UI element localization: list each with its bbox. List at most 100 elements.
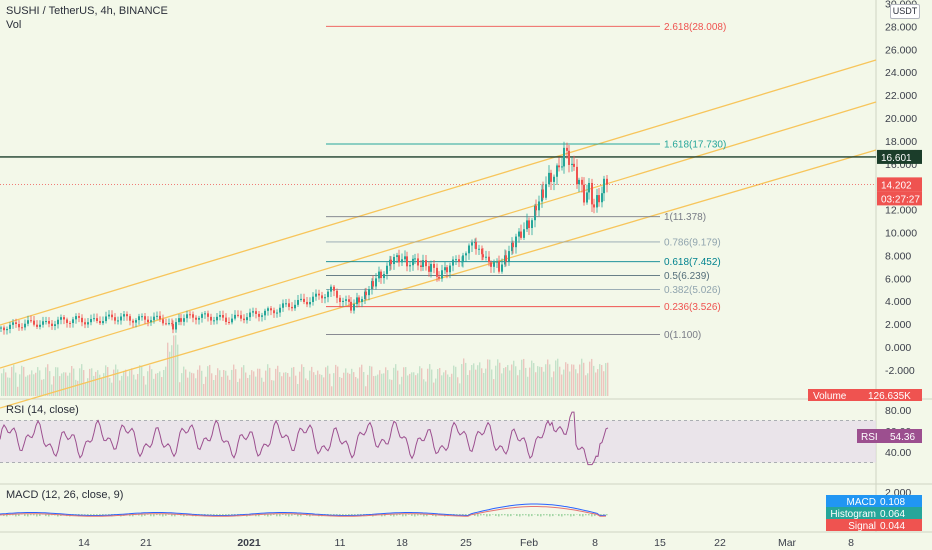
candle-body[interactable]	[441, 270, 443, 279]
candle-body[interactable]	[553, 176, 555, 182]
candle-body[interactable]	[306, 301, 308, 305]
candle-body[interactable]	[461, 261, 463, 263]
candle-body[interactable]	[444, 267, 446, 271]
candle-body[interactable]	[294, 304, 296, 309]
candle-body[interactable]	[78, 316, 80, 318]
candle-body[interactable]	[180, 318, 182, 322]
candle-body[interactable]	[228, 322, 230, 324]
candle-body[interactable]	[318, 293, 320, 296]
candle-body[interactable]	[246, 317, 248, 321]
candle-body[interactable]	[216, 316, 218, 321]
candle-body[interactable]	[201, 314, 203, 318]
candle-body[interactable]	[548, 172, 550, 185]
candle-body[interactable]	[63, 317, 65, 320]
candle-body[interactable]	[186, 314, 188, 319]
candle-body[interactable]	[568, 150, 570, 165]
candle-body[interactable]	[48, 321, 50, 324]
candle-body[interactable]	[488, 256, 490, 263]
candle-body[interactable]	[409, 265, 411, 267]
candle-body[interactable]	[249, 312, 251, 318]
candle-body[interactable]	[452, 259, 454, 266]
candle-body[interactable]	[508, 251, 510, 262]
candle-body[interactable]	[54, 324, 56, 327]
candle-body[interactable]	[312, 296, 314, 303]
candle-body[interactable]	[45, 321, 47, 323]
currency-button[interactable]: USDT	[890, 4, 920, 19]
candle-body[interactable]	[213, 320, 215, 322]
candle-body[interactable]	[90, 318, 92, 323]
candle-body[interactable]	[27, 320, 29, 324]
candle-body[interactable]	[378, 271, 380, 279]
candle-body[interactable]	[276, 312, 278, 314]
candle-body[interactable]	[433, 263, 435, 268]
candle-body[interactable]	[66, 319, 68, 323]
candle-body[interactable]	[561, 166, 563, 168]
candle-body[interactable]	[455, 259, 457, 261]
candle-body[interactable]	[333, 286, 335, 291]
candle-body[interactable]	[449, 265, 451, 273]
candle-body[interactable]	[33, 320, 35, 325]
candle-body[interactable]	[591, 182, 593, 205]
candle-body[interactable]	[291, 306, 293, 309]
candle-body[interactable]	[162, 319, 164, 324]
candle-body[interactable]	[132, 320, 134, 323]
candle-body[interactable]	[550, 172, 552, 182]
candle-body[interactable]	[303, 298, 305, 302]
candle-body[interactable]	[321, 295, 323, 299]
candle-body[interactable]	[386, 265, 388, 274]
candle-body[interactable]	[606, 178, 608, 185]
main-pane[interactable]	[0, 0, 876, 398]
candle-body[interactable]	[534, 205, 536, 221]
candle-body[interactable]	[18, 324, 20, 328]
candle-body[interactable]	[535, 205, 537, 211]
candle-body[interactable]	[505, 255, 507, 262]
candle-body[interactable]	[153, 316, 155, 321]
candle-body[interactable]	[138, 316, 140, 321]
candle-body[interactable]	[436, 267, 438, 277]
rsi-line[interactable]	[0, 411, 609, 466]
candle-body[interactable]	[430, 263, 432, 272]
candle-body[interactable]	[51, 323, 53, 327]
candle-body[interactable]	[255, 311, 257, 314]
candle-body[interactable]	[380, 271, 382, 279]
candle-body[interactable]	[523, 229, 525, 238]
candle-body[interactable]	[234, 314, 236, 319]
candle-body[interactable]	[99, 321, 101, 324]
candle-body[interactable]	[556, 165, 558, 177]
channel-lower-line[interactable]	[0, 149, 877, 409]
candle-body[interactable]	[520, 231, 522, 238]
candle-body[interactable]	[364, 291, 366, 300]
candle-body[interactable]	[93, 318, 95, 320]
price-axis[interactable]	[876, 0, 932, 550]
candle-body[interactable]	[24, 323, 26, 328]
candle-body[interactable]	[42, 321, 44, 325]
candle-body[interactable]	[126, 314, 128, 317]
candle-body[interactable]	[603, 178, 605, 194]
candle-body[interactable]	[69, 322, 71, 324]
candle-body[interactable]	[336, 290, 338, 298]
candle-body[interactable]	[356, 297, 358, 305]
candle-body[interactable]	[412, 258, 414, 266]
candle-body[interactable]	[465, 253, 467, 256]
candle-body[interactable]	[422, 260, 424, 267]
candle-body[interactable]	[401, 259, 403, 263]
candle-body[interactable]	[21, 327, 23, 329]
candle-body[interactable]	[545, 184, 547, 198]
candle-body[interactable]	[282, 303, 284, 308]
candle-body[interactable]	[192, 314, 194, 318]
candle-body[interactable]	[111, 314, 113, 318]
candle-body[interactable]	[482, 254, 484, 258]
candle-body[interactable]	[267, 308, 269, 311]
candle-body[interactable]	[538, 201, 540, 211]
candle-body[interactable]	[288, 303, 290, 307]
candle-body[interactable]	[252, 311, 254, 313]
candle-body[interactable]	[57, 319, 59, 325]
candle-body[interactable]	[586, 192, 588, 203]
candle-body[interactable]	[105, 316, 107, 322]
candle-body[interactable]	[135, 320, 137, 323]
candle-body[interactable]	[515, 236, 517, 248]
channel-upper-line[interactable]	[0, 59, 877, 326]
candle-body[interactable]	[446, 267, 448, 273]
candle-body[interactable]	[258, 313, 260, 317]
macd-line[interactable]	[0, 503, 607, 517]
